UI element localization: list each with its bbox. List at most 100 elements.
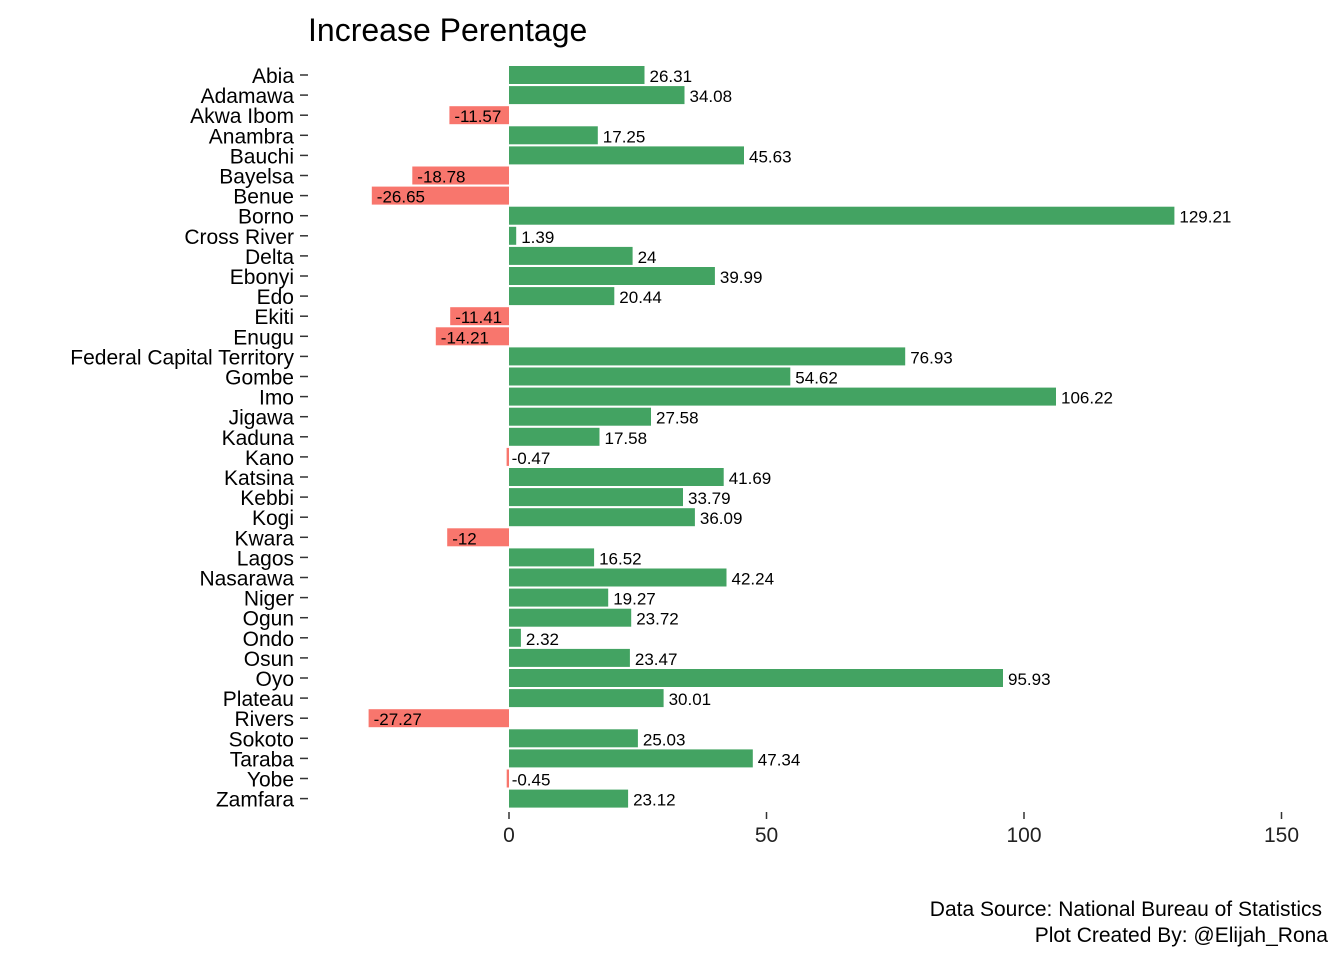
- category-tick-label: Lagos: [237, 547, 294, 570]
- data-label: 1.39: [521, 228, 554, 247]
- value-axis: 0 50 100 150: [503, 812, 1299, 847]
- data-label: 19.27: [613, 590, 656, 609]
- data-label: 33.79: [688, 489, 731, 508]
- data-label: 23.72: [636, 610, 679, 629]
- data-label: 45.63: [749, 147, 792, 166]
- data-label: 24: [638, 248, 657, 267]
- value-tick-label: 50: [755, 824, 778, 847]
- category-tick-label: Osun: [244, 648, 294, 671]
- category-tick-label: Enugu: [233, 326, 294, 349]
- data-label: 106.22: [1061, 389, 1113, 408]
- category-tick-label: Ekiti: [254, 306, 294, 329]
- bar: [506, 769, 509, 788]
- bar: [509, 749, 753, 768]
- bar: [509, 347, 906, 366]
- category-tick-label: Rivers: [234, 708, 294, 731]
- bar: [509, 267, 715, 285]
- caption-plot-credit: Plot Created By: @Elijah_Rona: [1035, 924, 1329, 947]
- data-label: 20.44: [619, 288, 662, 307]
- caption-data-source: Data Source: National Bureau of Statisti…: [930, 898, 1322, 921]
- bar: [450, 307, 509, 326]
- bar: [509, 488, 683, 507]
- data-label: 27.58: [656, 409, 699, 428]
- category-tick-label: Edo: [257, 286, 294, 309]
- data-label: 30.01: [669, 690, 712, 709]
- bar: [509, 608, 632, 627]
- category-tick-label: Delta: [245, 246, 294, 269]
- data-label: 39.99: [720, 268, 763, 287]
- bar: [506, 447, 509, 466]
- data-label: -11.41: [455, 308, 502, 327]
- data-label: 47.34: [758, 750, 801, 769]
- bar: [509, 66, 645, 84]
- category-tick-label: Katsina: [224, 467, 294, 490]
- category-tick-label: Kwara: [234, 527, 294, 550]
- bar: [509, 367, 791, 386]
- chart-title: Increase Perentage: [308, 12, 587, 48]
- data-label: 36.09: [700, 509, 743, 528]
- bar: [509, 226, 517, 245]
- bar: [412, 166, 509, 185]
- bar: [447, 528, 509, 547]
- data-label: -18.78: [417, 168, 465, 187]
- data-label: 42.24: [732, 570, 775, 589]
- data-label: -11.57: [454, 107, 501, 126]
- bar: [509, 427, 600, 446]
- category-tick-label: Bauchi: [230, 145, 294, 168]
- data-label: -0.45: [512, 771, 551, 790]
- category-tick-label: Nasarawa: [199, 568, 294, 591]
- category-tick-label: Niger: [244, 588, 294, 611]
- bar: [509, 206, 1175, 225]
- value-tick-label: 0: [503, 824, 515, 847]
- category-tick-label: Bayelsa: [219, 166, 294, 189]
- category-tick-label: Abia: [252, 65, 294, 88]
- data-label: 17.58: [605, 429, 648, 448]
- category-tick-label: Jigawa: [229, 407, 295, 430]
- data-label: 23.12: [633, 791, 676, 810]
- category-tick-label: Oyo: [255, 668, 294, 691]
- category-tick-label: Cross River: [184, 226, 294, 249]
- data-label: 17.25: [603, 127, 646, 146]
- category-tick-label: Ebonyi: [230, 266, 294, 289]
- category-tick-label: Adamawa: [201, 85, 295, 108]
- data-label: 76.93: [910, 348, 953, 367]
- bar: [509, 588, 609, 607]
- category-tick-label: Gombe: [225, 367, 294, 390]
- bar: [509, 407, 651, 426]
- category-tick-label: Yobe: [247, 769, 294, 792]
- data-label: 34.08: [690, 87, 733, 106]
- data-label: 26.31: [650, 67, 693, 86]
- bar: [509, 287, 615, 306]
- bar: [509, 146, 744, 165]
- data-label: 16.52: [599, 549, 642, 568]
- bar: [371, 186, 509, 205]
- category-tick-label: Benue: [233, 186, 294, 209]
- category-tick-label: Anambra: [209, 125, 295, 148]
- bar: [509, 669, 1003, 687]
- data-label: 23.47: [635, 650, 678, 669]
- category-tick-label: Ogun: [243, 608, 294, 631]
- category-tick-label: Kaduna: [222, 427, 295, 450]
- bar: [509, 729, 638, 748]
- category-tick-label: Kano: [245, 447, 294, 470]
- data-label: -26.65: [377, 188, 425, 207]
- value-tick-label: 150: [1264, 824, 1299, 847]
- data-label: -14.21: [441, 328, 489, 347]
- category-tick-label: Kebbi: [240, 487, 294, 510]
- bar: [509, 648, 630, 667]
- bar: [509, 508, 695, 527]
- category-tick-label: Borno: [238, 206, 294, 229]
- data-label: 41.69: [729, 469, 772, 488]
- data-label: 25.03: [643, 730, 686, 749]
- category-tick-label: Zamfara: [216, 789, 295, 812]
- data-label: 95.93: [1008, 670, 1051, 689]
- data-label: -0.47: [512, 449, 551, 468]
- data-label: -12: [452, 529, 477, 548]
- bar: [509, 387, 1056, 406]
- category-tick-label: Taraba: [230, 748, 295, 771]
- bar: [509, 789, 629, 808]
- bar: [449, 106, 509, 125]
